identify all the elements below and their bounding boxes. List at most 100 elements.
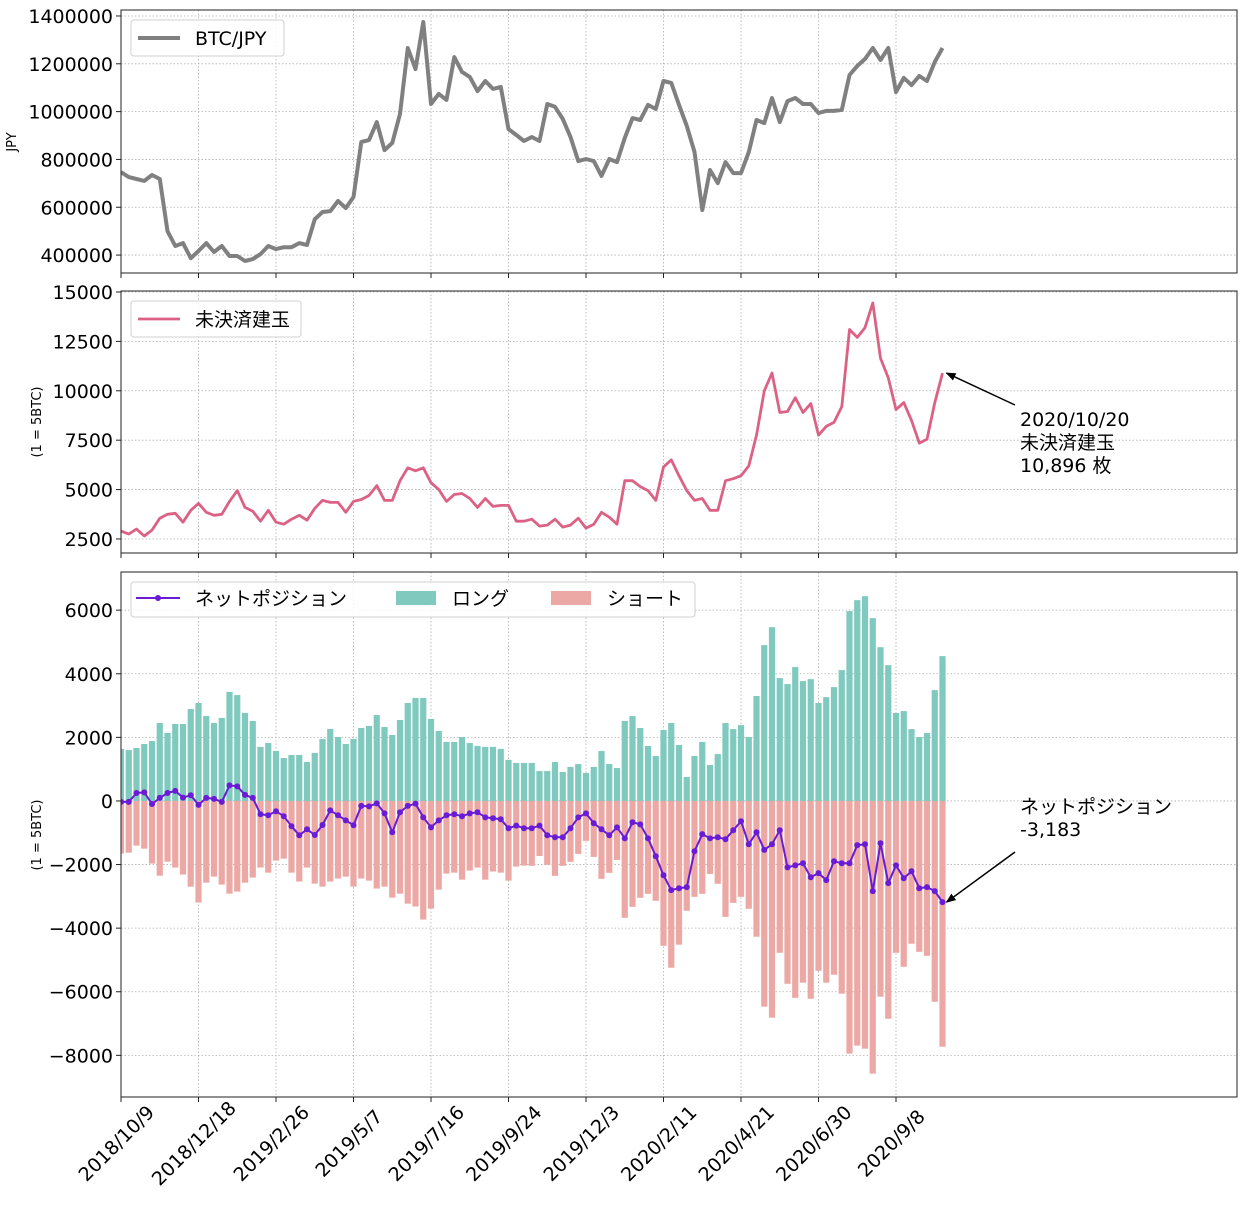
long-bar	[590, 766, 597, 801]
net-position-point	[699, 831, 706, 838]
short-bar	[668, 800, 675, 968]
long-bar	[257, 746, 264, 801]
short-bar	[815, 800, 822, 971]
x-tick-label: 2020/2/11	[617, 1102, 701, 1186]
short-bar	[412, 800, 419, 907]
short-bar	[559, 800, 566, 866]
y-tick-label: 10000	[53, 381, 113, 403]
x-tick-label: 2018/12/18	[148, 1097, 241, 1190]
long-bar	[234, 695, 241, 801]
short-bar	[784, 800, 791, 984]
long-bar	[861, 596, 869, 801]
net-position-point	[311, 831, 318, 838]
short-bar	[241, 800, 249, 883]
net-position-point	[335, 812, 341, 819]
annotation-arrow	[945, 372, 1016, 406]
net-position-point	[490, 815, 496, 822]
net-position-point	[614, 824, 620, 831]
legend-label: ネットポジション	[195, 588, 347, 610]
net-position-point	[149, 800, 155, 807]
x-tick-label: 2019/5/7	[311, 1106, 387, 1182]
net-position-point	[567, 825, 574, 832]
y-tick-label: 0	[101, 791, 113, 813]
long-bar	[598, 751, 605, 801]
short-bar	[513, 800, 520, 867]
long-bar	[753, 696, 760, 801]
long-bar	[706, 765, 714, 801]
net-position-point	[575, 814, 582, 821]
long-bar	[265, 743, 272, 801]
short-bar	[900, 800, 907, 967]
long-bar	[474, 745, 481, 801]
long-bar	[505, 759, 512, 801]
long-bar	[156, 723, 163, 801]
legend-box	[130, 300, 302, 338]
long-bar	[629, 716, 636, 801]
short-bar	[505, 800, 512, 881]
annotation-text: -3,183	[1020, 819, 1081, 841]
long-bar	[187, 709, 194, 801]
net-position-point	[412, 800, 419, 807]
long-bar	[327, 728, 334, 801]
net-position-point	[590, 820, 597, 827]
net-position-point	[211, 795, 217, 802]
short-bar	[133, 800, 140, 846]
legend: BTC/JPY	[130, 19, 285, 57]
y-tick-label: 1000000	[28, 102, 113, 124]
long-bar	[885, 665, 892, 801]
short-bar	[892, 800, 900, 953]
net-position-point	[838, 860, 845, 867]
short-bar	[613, 800, 621, 860]
net-position-point	[242, 791, 248, 798]
y-tick-label: 800000	[40, 149, 113, 171]
short-bar	[567, 800, 574, 862]
short-bar	[482, 800, 489, 880]
short-bar	[799, 800, 807, 983]
btc-price-panel: 400000 600000 800000 1000000 1200000 1400000 J…	[5, 6, 1238, 278]
long-bar	[691, 755, 698, 801]
net-position-point	[265, 812, 272, 819]
net-position-point	[180, 794, 186, 801]
short-bar	[443, 800, 450, 874]
short-bar	[916, 800, 923, 952]
btc-price-line	[121, 20, 945, 263]
short-bar	[745, 800, 752, 909]
net-position-point	[652, 853, 659, 860]
long-bar	[621, 720, 628, 801]
annotation-text: 2020/10/20	[1020, 409, 1130, 431]
net-position-point	[668, 887, 675, 894]
long-bar	[458, 737, 466, 801]
short-bar	[877, 800, 884, 997]
long-bar	[761, 645, 768, 801]
net-position-point	[125, 798, 132, 805]
short-bar	[768, 800, 776, 1018]
short-bar	[365, 800, 373, 881]
net-position-point	[707, 835, 713, 842]
net-position-point	[823, 877, 830, 884]
x-tick-label: 2019/7/16	[385, 1102, 469, 1186]
y-tick-label: 6000	[65, 600, 113, 622]
short-bar	[652, 800, 659, 901]
long-bar	[567, 766, 574, 801]
short-bar	[528, 800, 535, 866]
net-position-point	[784, 864, 791, 871]
y-tick-label: −2000	[49, 855, 113, 877]
short-bar	[923, 800, 931, 956]
net-position-point	[660, 872, 667, 879]
short-bar	[846, 800, 853, 1054]
long-bar	[830, 687, 838, 801]
net-position-point	[164, 790, 171, 797]
net-position-point	[389, 829, 396, 836]
short-bar	[435, 800, 442, 890]
long-bar	[551, 761, 559, 801]
plot-area	[121, 301, 944, 538]
long-bar	[722, 723, 729, 801]
long-bar	[427, 718, 435, 801]
short-bar	[520, 800, 528, 866]
short-bar	[753, 800, 760, 937]
long-bar	[435, 730, 442, 801]
long-bar	[582, 772, 590, 801]
net-position-point	[815, 870, 822, 877]
short-bar	[466, 800, 473, 871]
